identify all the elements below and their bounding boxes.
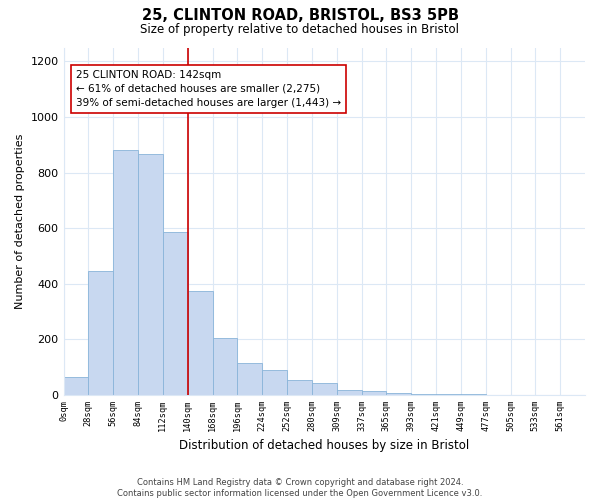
Bar <box>138 154 163 395</box>
Y-axis label: Number of detached properties: Number of detached properties <box>15 134 25 309</box>
Bar <box>287 380 312 395</box>
Text: Contains HM Land Registry data © Crown copyright and database right 2024.
Contai: Contains HM Land Registry data © Crown c… <box>118 478 482 498</box>
Bar <box>337 390 362 395</box>
Bar <box>461 394 485 395</box>
Bar <box>262 370 287 395</box>
Bar <box>212 338 238 395</box>
Bar <box>362 390 386 395</box>
Text: Size of property relative to detached houses in Bristol: Size of property relative to detached ho… <box>140 22 460 36</box>
Bar <box>113 150 138 395</box>
Bar <box>163 232 188 395</box>
Text: 25 CLINTON ROAD: 142sqm
← 61% of detached houses are smaller (2,275)
39% of semi: 25 CLINTON ROAD: 142sqm ← 61% of detache… <box>76 70 341 108</box>
Bar <box>312 383 337 395</box>
Bar <box>88 271 113 395</box>
Bar <box>386 394 411 395</box>
Bar <box>411 394 436 395</box>
Bar <box>436 394 461 395</box>
Text: 25, CLINTON ROAD, BRISTOL, BS3 5PB: 25, CLINTON ROAD, BRISTOL, BS3 5PB <box>142 8 458 22</box>
X-axis label: Distribution of detached houses by size in Bristol: Distribution of detached houses by size … <box>179 440 469 452</box>
Bar <box>64 376 88 395</box>
Bar <box>188 290 212 395</box>
Bar <box>238 363 262 395</box>
